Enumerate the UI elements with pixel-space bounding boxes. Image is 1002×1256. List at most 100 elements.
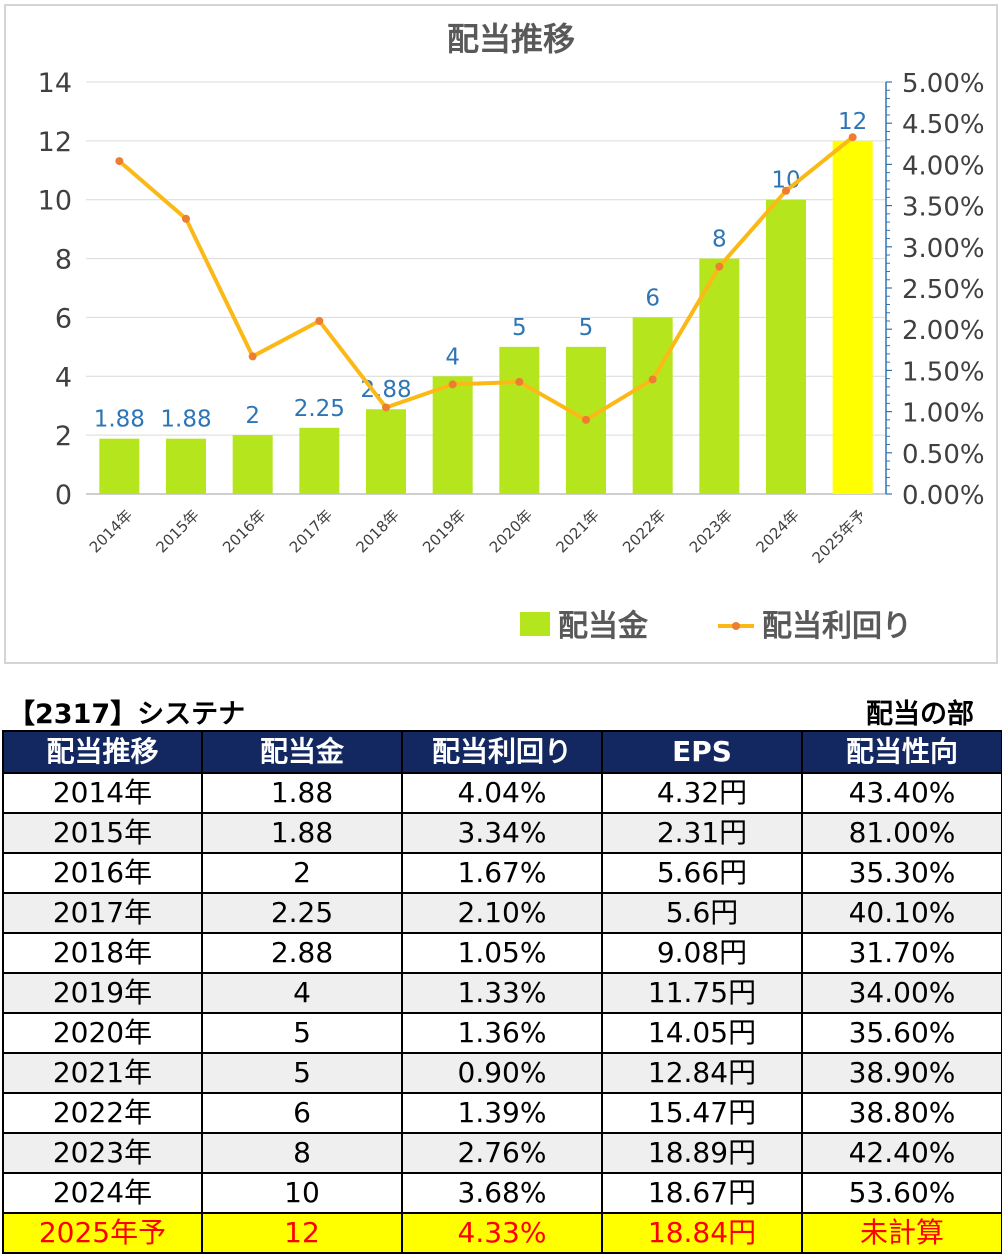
y-right-tick-label: 0.50% bbox=[902, 440, 985, 470]
cell-dividend: 1.88 bbox=[201, 772, 403, 814]
y-right-tick-label: 4.00% bbox=[902, 151, 985, 181]
bar bbox=[632, 317, 673, 494]
cell-year: 2024年 bbox=[2, 1172, 203, 1214]
cell-payout: 31.70% bbox=[801, 932, 1002, 974]
cell-yield: 3.68% bbox=[401, 1172, 603, 1214]
cell-yield: 3.34% bbox=[401, 812, 603, 854]
col-header-payout: 配当性向 bbox=[801, 730, 1002, 774]
cell-payout: 53.60% bbox=[801, 1172, 1002, 1214]
bar-data-label: 2.25 bbox=[294, 396, 345, 422]
y-left-tick-label: 8 bbox=[55, 245, 72, 276]
col-header-yield: 配当利回り bbox=[401, 730, 603, 774]
legend-bar-label: 配当金 bbox=[558, 609, 649, 644]
yield-point bbox=[182, 214, 190, 223]
cell-payout: 38.80% bbox=[801, 1092, 1002, 1134]
cell-yield: 0.90% bbox=[401, 1052, 603, 1094]
table-header-row: 配当推移 配当金 配当利回り EPS 配当性向 bbox=[2, 730, 1002, 774]
bar bbox=[166, 438, 206, 494]
y-right-tick-label: 4.50% bbox=[902, 110, 985, 140]
legend-bar-swatch bbox=[520, 612, 550, 636]
cell-year: 2017年 bbox=[2, 892, 203, 934]
table-row: 2019年 4 1.33% 11.75円 34.00% bbox=[2, 972, 1002, 1014]
cell-dividend: 4 bbox=[201, 972, 403, 1014]
x-tick-label: 2017年 bbox=[286, 506, 336, 556]
cell-dividend: 2.25 bbox=[201, 892, 403, 934]
cell-payout: 35.30% bbox=[801, 852, 1002, 894]
cell-eps: 2.31円 bbox=[601, 812, 803, 854]
dividend-table: 配当推移 配当金 配当利回り EPS 配当性向 2014年 1.88 4.04% 4.… bbox=[2, 730, 1002, 1254]
yield-point bbox=[515, 377, 524, 386]
table-body: 2014年 1.88 4.04% 4.32円 43.40% 2015年 1.88 3.34% 2… bbox=[2, 772, 1002, 1254]
y-right-tick-label: 2.50% bbox=[902, 275, 985, 305]
bar-data-label: 6 bbox=[645, 285, 660, 311]
bar bbox=[366, 409, 406, 494]
yield-point bbox=[315, 316, 324, 325]
x-tick-label: 2020年 bbox=[486, 506, 536, 556]
cell-payout: 34.00% bbox=[801, 972, 1002, 1014]
y-right-tick-label: 3.00% bbox=[902, 234, 985, 264]
cell-eps: 9.08円 bbox=[601, 932, 803, 974]
cell-yield: 1.36% bbox=[401, 1012, 603, 1054]
cell-dividend: 5 bbox=[201, 1052, 403, 1094]
yield-point bbox=[715, 262, 724, 271]
cell-payout: 40.10% bbox=[801, 892, 1002, 934]
yield-point bbox=[582, 415, 590, 424]
bar-data-label: 2.88 bbox=[360, 377, 411, 403]
cell-yield: 2.10% bbox=[401, 892, 603, 934]
col-header-eps: EPS bbox=[601, 730, 803, 774]
y-left-tick-label: 2 bbox=[55, 421, 72, 452]
x-tick-label: 2023年 bbox=[686, 506, 736, 556]
x-tick-label: 2024年 bbox=[752, 506, 802, 556]
y-left-tick-label: 14 bbox=[38, 68, 72, 99]
cell-eps: 11.75円 bbox=[601, 972, 803, 1014]
bar bbox=[699, 258, 740, 494]
cell-dividend: 1.88 bbox=[201, 812, 403, 854]
bar bbox=[766, 199, 806, 494]
yield-point bbox=[848, 133, 857, 142]
y-right-tick-label: 0.00% bbox=[902, 481, 985, 511]
bar bbox=[832, 140, 873, 494]
bar-data-label: 5 bbox=[579, 315, 594, 341]
cell-year: 2014年 bbox=[2, 772, 203, 814]
cell-eps: 12.84円 bbox=[601, 1052, 803, 1094]
table-row: 2017年 2.25 2.10% 5.6円 40.10% bbox=[2, 892, 1002, 934]
y-right-tick-label: 1.00% bbox=[902, 399, 985, 429]
col-header-year: 配当推移 bbox=[2, 730, 203, 774]
cell-yield: 1.67% bbox=[401, 852, 603, 894]
cell-payout: 81.00% bbox=[801, 812, 1002, 854]
x-tick-label: 2014年 bbox=[86, 506, 136, 556]
cell-yield: 4.33% bbox=[401, 1212, 603, 1254]
cell-dividend: 2 bbox=[201, 852, 403, 894]
cell-eps: 18.89円 bbox=[601, 1132, 803, 1174]
y-right-tick-label: 2.00% bbox=[902, 316, 985, 346]
y-left-tick-label: 0 bbox=[55, 480, 72, 511]
table-row: 2025年予 12 4.33% 18.84円 未計算 bbox=[2, 1212, 1002, 1254]
x-tick-label: 2022年 bbox=[619, 506, 669, 556]
cell-yield: 1.33% bbox=[401, 972, 603, 1014]
bar bbox=[432, 376, 473, 494]
bar bbox=[232, 435, 273, 494]
cell-year: 2019年 bbox=[2, 972, 203, 1014]
table-caption-row: 【2317】システナ 配当の部 bbox=[8, 692, 994, 730]
bar-data-label: 1.88 bbox=[94, 407, 145, 433]
bar-data-label: 1.88 bbox=[160, 407, 211, 433]
yield-point bbox=[115, 157, 124, 166]
bar-data-label: 12 bbox=[838, 109, 867, 135]
company-name: 【2317】システナ bbox=[8, 699, 246, 730]
cell-dividend: 8 bbox=[201, 1132, 403, 1174]
cell-yield: 4.04% bbox=[401, 772, 603, 814]
cell-year: 2023年 bbox=[2, 1132, 203, 1174]
col-header-dividend: 配当金 bbox=[201, 730, 403, 774]
cell-yield: 1.39% bbox=[401, 1092, 603, 1134]
cell-payout: 35.60% bbox=[801, 1012, 1002, 1054]
cell-year: 2018年 bbox=[2, 932, 203, 974]
yield-point bbox=[448, 380, 457, 389]
bar-data-label: 2 bbox=[245, 403, 260, 429]
bar-data-label: 4 bbox=[445, 344, 460, 370]
cell-year: 2022年 bbox=[2, 1092, 203, 1134]
cell-year: 2021年 bbox=[2, 1052, 203, 1094]
cell-dividend: 6 bbox=[201, 1092, 403, 1134]
cell-payout: 42.40% bbox=[801, 1132, 1002, 1174]
y-left-tick-label: 12 bbox=[38, 127, 72, 158]
cell-dividend: 12 bbox=[201, 1212, 403, 1254]
